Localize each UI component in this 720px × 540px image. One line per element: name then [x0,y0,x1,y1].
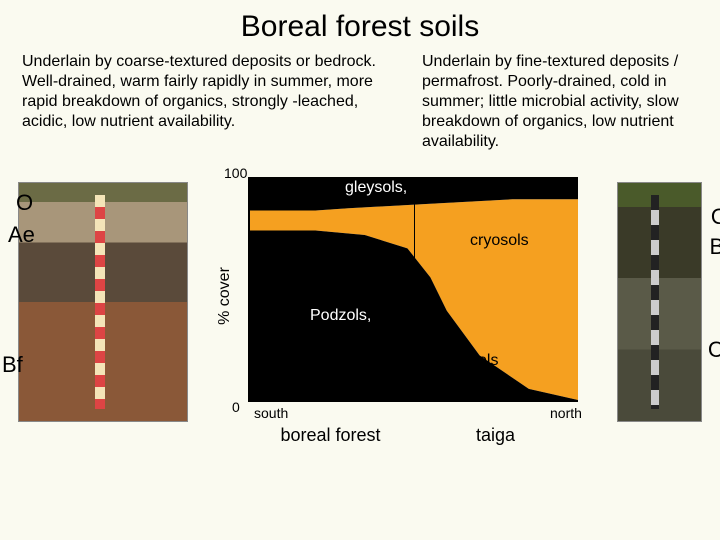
horizon-label-cg: Cg [708,337,720,363]
left-description: Underlain by coarse-textured deposits or… [22,52,392,152]
horizon-label-ae: Ae [8,222,35,248]
series-label-regosols: regosols [438,352,498,370]
horizon-label-bf: Bf [2,352,23,378]
series-label-gleysols: gleysols, [345,179,407,197]
measure-ruler-icon [95,195,105,409]
main-figure-area: O Ae Bf O BC Cg % cover 100 0 gleysols, … [0,162,720,482]
measure-ruler-icon [651,195,659,409]
x-label-north: north [550,405,582,421]
cover-chart: % cover 100 0 gleysols, cryosols Podzols… [200,167,590,447]
soil-profile-right: O BC Cg [617,182,702,422]
chart-plot-area: gleysols, cryosols Podzols, regosols [248,177,578,402]
y-tick-max: 100 [224,165,247,181]
podzol-soil-image [18,182,188,422]
chart-divider [414,177,415,400]
horizon-label-bc: BC [709,234,720,260]
description-row: Underlain by coarse-textured deposits or… [0,52,720,152]
page-title: Boreal forest soils [0,0,720,52]
series-label-cryosols: cryosols [470,232,529,250]
x-categories: boreal forest taiga [248,425,578,446]
right-description: Underlain by fine-textured deposits / pe… [422,52,692,152]
x-cat-taiga: taiga [413,425,578,446]
series-label-podzols: Podzols, [310,307,371,325]
x-cat-boreal: boreal forest [248,425,413,446]
soil-profile-left: O Ae Bf [18,182,188,422]
horizon-label-o: O [16,190,33,216]
x-label-south: south [254,405,288,421]
y-tick-min: 0 [232,399,240,415]
horizon-label-o-right: O [711,204,720,230]
cryosol-soil-image [617,182,702,422]
y-axis-label: % cover [216,267,234,325]
